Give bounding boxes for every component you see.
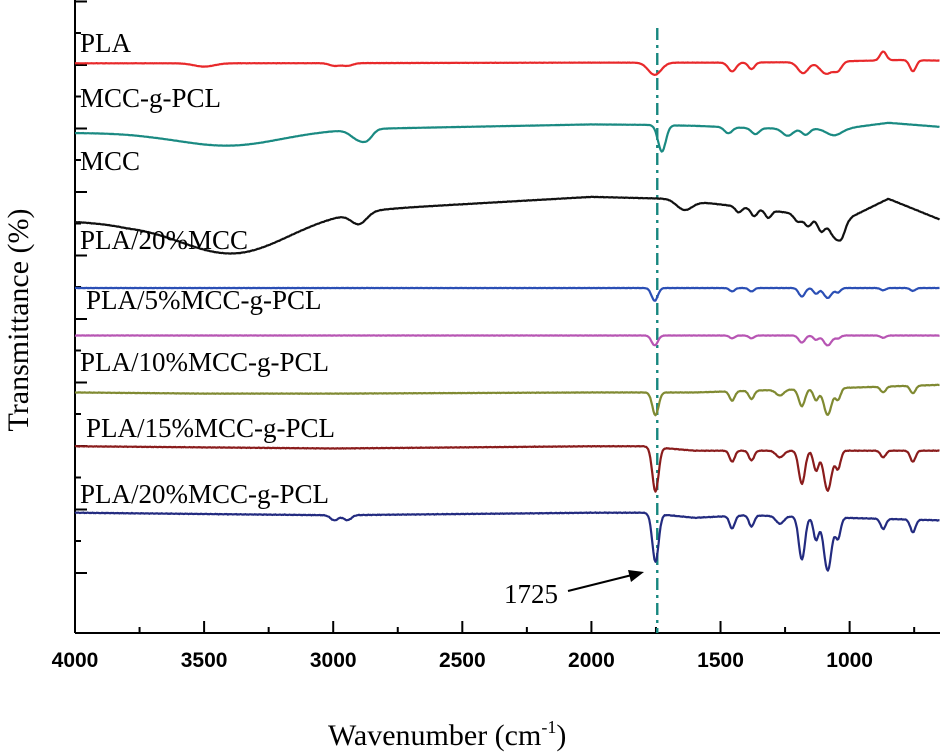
x-tick-label-1500: 1500 — [697, 649, 744, 672]
annotation-arrow — [567, 574, 633, 592]
series-label-3: PLA/20%MCC — [80, 225, 248, 255]
plot-frame — [74, 0, 940, 634]
x-tick-label-2500: 2500 — [439, 649, 486, 672]
series-label-0: PLA — [80, 28, 132, 58]
x-tick-label-1000: 1000 — [826, 649, 873, 672]
y-axis-title: Transmittance (%) — [2, 208, 35, 431]
annotation-text: 1725 — [504, 579, 558, 609]
x-tick-label-3000: 3000 — [310, 649, 357, 672]
x-axis-title: Wavenumber (cm-1) — [328, 717, 566, 752]
series-label-7: PLA/20%MCC-g-PCL — [80, 479, 329, 509]
trace-pla-15-mcc-g-pcl — [74, 444, 940, 493]
series-label-5: PLA/10%MCC-g-PCL — [80, 347, 329, 377]
series-labels: PLA MCC-g-PCL MCC PLA/20%MCC PLA/5%MCC-g-PCL… — [80, 28, 335, 509]
annotation-arrowhead — [628, 570, 644, 582]
trace-pla — [74, 50, 940, 76]
x-axis-ticks: 4000 3500 3000 2500 2000 1500 1000 — [52, 621, 916, 672]
trace-pla-20-mcc-g-pcl — [74, 511, 940, 572]
trace-mcc — [74, 195, 941, 255]
x-tick-label-3500: 3500 — [181, 649, 228, 672]
x-tick-label-4000: 4000 — [52, 649, 99, 672]
annotation-1725: 1725 — [504, 570, 644, 609]
trace-mcc-g-pcl — [74, 121, 940, 153]
trace-pla-10-mcc-g-pcl — [74, 383, 940, 417]
series-label-2: MCC — [80, 146, 140, 176]
trace-pla-5-mcc-g-pcl — [74, 334, 940, 347]
series-label-4: PLA/5%MCC-g-PCL — [86, 285, 322, 315]
x-tick-label-2000: 2000 — [568, 649, 615, 672]
spectra-traces — [74, 50, 941, 572]
trace-pla-20-mcc — [74, 286, 940, 302]
series-label-1: MCC-g-PCL — [80, 83, 221, 113]
series-label-6: PLA/15%MCC-g-PCL — [86, 413, 335, 443]
